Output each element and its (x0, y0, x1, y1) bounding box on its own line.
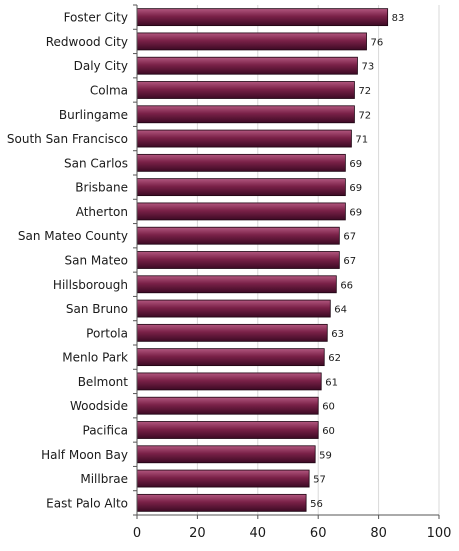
data-label: 61 (325, 377, 338, 388)
category-label: San Carlos (64, 156, 128, 170)
bar (136, 129, 352, 148)
category-label: Millbrae (80, 472, 128, 486)
category-label: San Mateo County (18, 229, 128, 243)
bar (136, 421, 319, 439)
data-label: 76 (371, 37, 384, 48)
category-label: Hillsborough (53, 278, 128, 292)
data-label: 57 (313, 475, 326, 486)
bar (136, 153, 346, 172)
category-label: Pacifica (83, 424, 129, 438)
x-tick-label: 20 (189, 526, 206, 541)
data-label: 63 (331, 329, 344, 340)
data-label: 56 (310, 499, 323, 510)
bar (136, 105, 355, 124)
labels: Foster City 83 Redwood City 76 Daly City 73 Co… (7, 11, 452, 541)
category-label: Portola (86, 326, 128, 340)
category-label: San Bruno (66, 302, 128, 316)
data-label: 69 (349, 207, 362, 218)
category-label: Foster City (64, 11, 128, 25)
data-label: 64 (334, 305, 347, 316)
x-tick-label: 40 (250, 526, 267, 541)
bar (136, 348, 325, 367)
data-label: 71 (355, 135, 368, 146)
category-label: Half Moon Bay (41, 448, 128, 462)
category-label: San Mateo (64, 254, 128, 268)
data-label: 69 (349, 159, 362, 170)
bar (136, 32, 367, 51)
bar (136, 396, 319, 415)
x-tick-label: 60 (310, 526, 327, 541)
bar (136, 251, 340, 269)
bar (136, 493, 307, 512)
data-label: 67 (343, 256, 356, 267)
category-label: Atherton (76, 205, 128, 219)
bar (136, 178, 346, 197)
bar (136, 202, 346, 221)
x-tick-label: 0 (133, 526, 141, 541)
data-label: 60 (322, 426, 335, 437)
bar (136, 469, 310, 488)
category-label: Daly City (74, 59, 128, 73)
data-label: 72 (358, 110, 371, 121)
bars (136, 8, 389, 512)
data-label: 60 (322, 402, 335, 413)
category-label: Menlo Park (62, 351, 128, 365)
data-label: 83 (392, 13, 405, 24)
category-label: Colma (90, 84, 128, 98)
data-label: 73 (361, 62, 374, 73)
axes (133, 4, 440, 519)
data-label: 69 (349, 183, 362, 194)
data-label: 62 (328, 353, 341, 364)
category-label: Burlingame (59, 108, 128, 122)
data-label: 67 (343, 232, 356, 243)
category-label: Woodside (70, 399, 128, 413)
data-label: 66 (340, 280, 353, 291)
data-label: 72 (358, 86, 371, 97)
category-label: Redwood City (46, 35, 128, 49)
bar (136, 275, 337, 294)
category-label: Brisbane (75, 181, 128, 195)
data-label: 59 (319, 450, 332, 461)
category-label: East Palo Alto (46, 496, 128, 510)
bar (136, 445, 316, 464)
bar (136, 8, 389, 27)
bar (136, 56, 358, 75)
x-tick-label: 80 (370, 526, 387, 541)
x-tick-label: 100 (427, 526, 452, 541)
category-label: South San Francisco (7, 132, 128, 146)
bar (136, 372, 322, 391)
bar (136, 299, 331, 318)
bar (136, 226, 340, 245)
category-label: Belmont (78, 375, 129, 389)
bar (136, 81, 355, 99)
bar (136, 323, 328, 342)
